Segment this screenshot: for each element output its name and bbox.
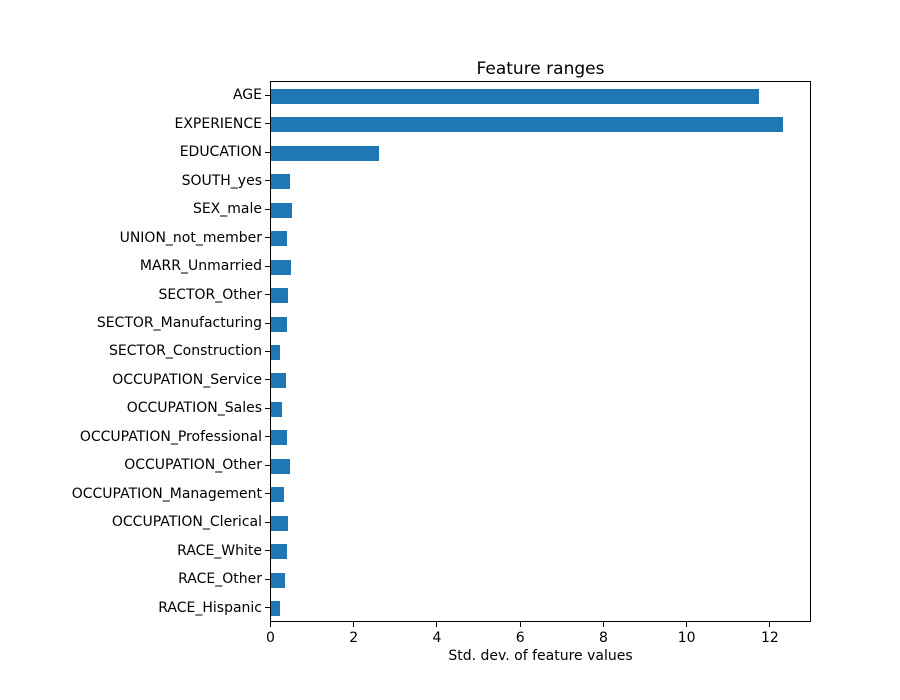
bar-OCCUPATION_Management [271,487,285,503]
x-tick-label: 8 [598,630,608,646]
y-tick-mark [265,379,270,381]
y-tick-mark [265,464,270,466]
y-tick-label: SEX_male [192,201,262,218]
bar-AGE [271,88,759,104]
bar-OCCUPATION_Professional [271,430,287,446]
bar-RACE_Hispanic [271,601,280,617]
y-tick-mark [265,123,270,125]
y-tick-label: UNION_not_member [119,229,262,246]
y-tick-label: OCCUPATION_Clerical [111,514,262,531]
bar-SOUTH_yes [271,174,291,190]
y-tick-mark [265,265,270,267]
y-tick-mark [265,237,270,239]
bar-OCCUPATION_Sales [271,401,282,417]
y-tick-label: OCCUPATION_Management [71,485,262,502]
y-tick-mark [265,351,270,352]
bar-OCCUPATION_Clerical [271,515,288,531]
bars-container [271,82,810,621]
y-tick-mark [265,493,270,495]
y-tick-label: OCCUPATION_Professional [79,428,262,445]
x-tick-mark [769,622,771,627]
x-tick-label: 2 [349,630,359,646]
x-axis-label: Std. dev. of feature values [448,648,633,664]
bar-EXPERIENCE [271,117,784,133]
x-tick-mark [602,622,604,627]
x-tick-mark [519,622,521,627]
y-tick-mark [265,607,270,609]
y-tick-label: EXPERIENCE [174,115,262,132]
x-tick-mark [686,622,688,627]
x-tick-label: 12 [760,630,779,646]
bar-SEX_male [271,202,292,218]
y-tick-mark [265,94,270,96]
bar-RACE_White [271,544,288,560]
y-tick-label: SECTOR_Manufacturing [96,314,262,331]
y-tick-label: RACE_Other [178,571,262,588]
bar-EDUCATION [271,145,379,161]
y-tick-label: OCCUPATION_Sales [126,400,262,417]
y-tick-label: OCCUPATION_Other [124,457,262,474]
y-tick-label: SOUTH_yes [181,172,262,189]
bar-SECTOR_Other [271,288,288,304]
x-tick-mark [436,622,438,627]
bar-UNION_not_member [271,231,288,247]
bar-OCCUPATION_Service [271,373,287,389]
y-tick-label: RACE_White [177,542,262,559]
bar-OCCUPATION_Other [271,458,291,474]
x-tick-label: 6 [515,630,525,646]
y-tick-label: MARR_Unmarried [139,258,262,275]
x-tick-mark [270,622,271,627]
bar-RACE_Other [271,572,286,588]
y-tick-mark [265,208,270,210]
y-tick-mark [265,550,270,552]
bar-MARR_Unmarried [271,259,291,275]
plot-area [270,81,811,622]
bar-SECTOR_Manufacturing [271,316,288,332]
y-axis-labels: AGE EXPERIENCE EDUCATION SOUTH_yes SEX_male U… [0,81,262,622]
x-tick-label: 4 [432,630,442,646]
y-tick-label: RACE_Hispanic [158,599,262,616]
y-tick-label: SECTOR_Construction [109,343,262,360]
y-tick-mark [265,407,270,409]
y-tick-label: SECTOR_Other [158,286,262,303]
bar-SECTOR_Construction [271,345,281,360]
x-tick-mark [353,622,355,627]
y-tick-mark [265,436,270,438]
y-tick-mark [265,578,270,580]
y-tick-mark [265,521,270,523]
y-tick-label: AGE [232,87,262,104]
x-tick-label: 10 [677,630,696,646]
x-tick-label: 0 [266,630,275,646]
y-tick-label: EDUCATION [179,144,262,161]
y-tick-label: OCCUPATION_Service [112,371,262,388]
y-tick-mark [265,180,270,182]
y-axis-ticks [265,81,270,622]
y-tick-mark [265,322,270,324]
x-axis-ticks: 0 2 4 6 8 10 12 [266,622,811,662]
y-tick-mark [265,151,270,153]
y-tick-mark [265,294,270,296]
chart-title: Feature ranges [476,59,605,79]
